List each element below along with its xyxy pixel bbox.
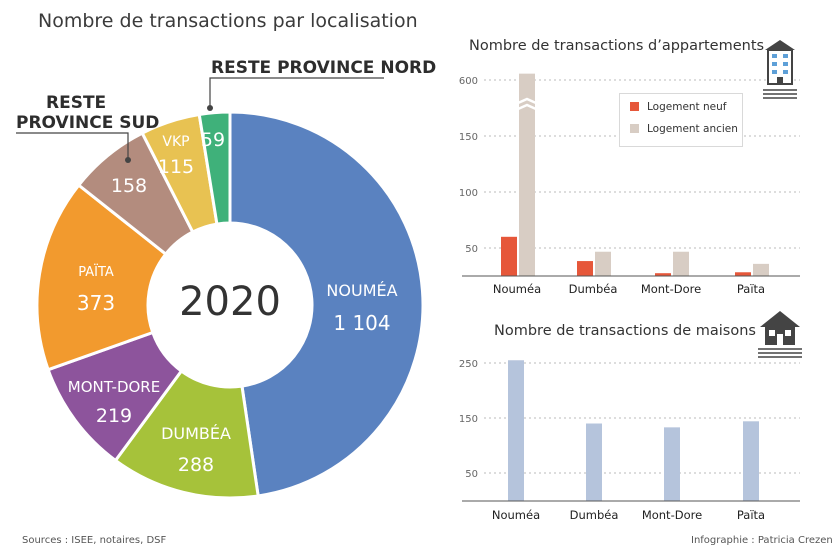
- apartments-chart: 50 100 150 600 Nouméa Dumbéa Mont-Dore P…: [459, 73, 800, 296]
- bar: [664, 427, 680, 501]
- legend-item-old: Logement ancien: [630, 123, 738, 135]
- y-tick-label: 600: [459, 76, 478, 87]
- donut-slice: [197, 110, 232, 226]
- category-label: Païta: [737, 508, 765, 522]
- bar: [501, 236, 517, 276]
- slice-name-label: DUMBÉA: [161, 424, 231, 443]
- y-tick-label: 50: [465, 469, 478, 480]
- category-label: Mont-Dore: [641, 282, 701, 296]
- category-label: Païta: [737, 282, 765, 296]
- y-tick-label: 100: [459, 188, 478, 199]
- donut-slice: [113, 368, 260, 500]
- legend-label: Logement ancien: [647, 123, 738, 135]
- donut-center-year: 2020: [179, 279, 281, 325]
- category-label: Mont-Dore: [642, 508, 702, 522]
- bar: [743, 421, 759, 501]
- donut-slice: [35, 183, 168, 372]
- bar: [586, 423, 602, 501]
- bar: [508, 360, 524, 501]
- slice-name-label: VKP: [162, 134, 189, 150]
- apartment-building-icon: [763, 40, 797, 99]
- donut-hole: [149, 224, 311, 386]
- leader-line: [16, 132, 129, 160]
- y-tick-label: 150: [459, 414, 478, 425]
- page-title: Nombre de transactions par localisation: [38, 10, 418, 32]
- slice-value-label: 158: [111, 175, 147, 197]
- category-label: Nouméa: [493, 282, 541, 296]
- legend-swatch: [630, 102, 639, 111]
- slice-value-label: 288: [178, 454, 214, 476]
- bar: [735, 272, 751, 276]
- bar: [519, 73, 535, 277]
- bar: [655, 273, 671, 276]
- donut-chart: NOUMÉA 1 104 DUMBÉA 288 MONT-DORE 219 PAÏTA 373…: [16, 58, 436, 500]
- apartments-chart-title: Nombre de transactions d’appartements: [469, 38, 765, 54]
- leader-dot: [125, 157, 131, 163]
- bar: [753, 263, 769, 276]
- slice-name-label: MONT-DORE: [68, 378, 160, 396]
- apartments-legend: Logement neuf Logement ancien: [619, 93, 743, 147]
- credit-note: Infographie : Patricia Crezen: [691, 535, 833, 546]
- category-label: Nouméa: [492, 508, 540, 522]
- leader-dot: [207, 105, 213, 111]
- category-label: Dumbéa: [570, 508, 619, 522]
- slice-name-label: RESTE: [46, 93, 106, 113]
- slice-value-label: 1 104: [333, 311, 390, 335]
- houses-chart-title: Nombre de transactions de maisons: [494, 323, 756, 339]
- legend-item-new: Logement neuf: [630, 101, 726, 113]
- category-label: Dumbéa: [569, 282, 618, 296]
- legend-swatch: [630, 124, 639, 133]
- bar: [577, 261, 593, 276]
- house-icon: [758, 311, 802, 358]
- y-tick-label: 150: [459, 132, 478, 143]
- slice-name-label: NOUMÉA: [326, 281, 397, 300]
- slice-value-label: 115: [158, 156, 194, 178]
- leader-line: [209, 77, 384, 108]
- donut-slice: [228, 110, 425, 498]
- slice-name-label: RESTE PROVINCE NORD: [211, 58, 436, 78]
- y-tick-label: 50: [465, 244, 478, 255]
- axis-break-mark: [517, 97, 537, 111]
- houses-chart: 50 150 250 Nouméa Dumbéa Mont-Dore Païta: [459, 359, 800, 522]
- slice-name-label: PROVINCE SUD: [16, 113, 159, 133]
- bar: [595, 251, 611, 276]
- slice-value-label: 373: [77, 291, 115, 315]
- legend-label: Logement neuf: [647, 101, 727, 113]
- bar: [673, 251, 689, 276]
- slice-value-label: 219: [96, 405, 132, 427]
- sources-note: Sources : ISEE, notaires, DSF: [22, 535, 167, 546]
- slice-value-label: 59: [201, 129, 225, 151]
- y-tick-label: 250: [459, 359, 478, 370]
- slice-name-label: PAÏTA: [78, 264, 114, 280]
